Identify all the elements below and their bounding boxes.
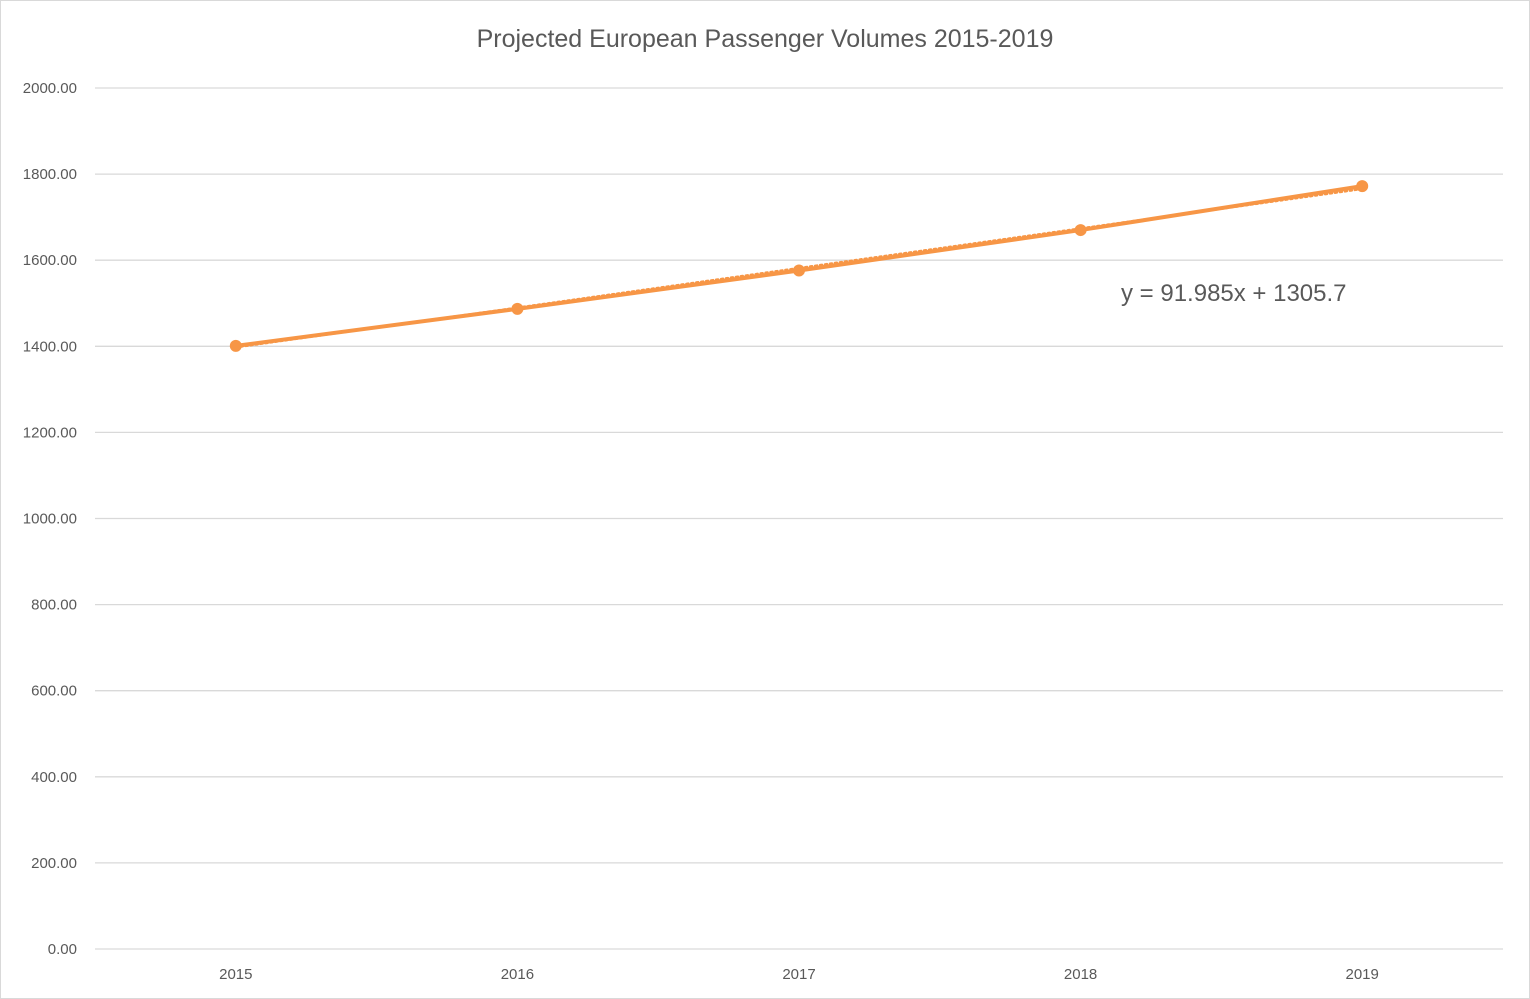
y-tick-label: 800.00 [31, 597, 77, 614]
gridlines [95, 87, 1503, 950]
x-tick-label: 2015 [219, 966, 252, 983]
x-tick-label: 2017 [782, 966, 815, 983]
trendline-equation: y = 91.985x + 1305.7 [1121, 280, 1347, 307]
data-point-marker [511, 302, 524, 315]
y-tick-label: 200.00 [31, 855, 77, 872]
y-tick-label: 1800.00 [23, 166, 77, 183]
x-tick-label: 2018 [1064, 966, 1097, 983]
y-tick-label: 2000.00 [23, 80, 77, 97]
x-tick-label: 2019 [1346, 966, 1379, 983]
y-tick-label: 0.00 [48, 941, 77, 958]
y-tick-label: 600.00 [31, 683, 77, 700]
data-point-marker [229, 339, 242, 352]
y-tick-label: 1000.00 [23, 511, 77, 528]
y-tick-label: 1200.00 [23, 424, 77, 441]
data-point-marker [1074, 224, 1087, 237]
data-point-marker [793, 264, 805, 277]
y-tick-label: 1400.00 [23, 338, 77, 355]
x-axis-ticks: 2015 2016 2017 2018 2019 [219, 966, 1379, 983]
y-tick-label: 400.00 [31, 769, 77, 786]
y-tick-label: 1600.00 [23, 252, 77, 269]
chart-title: Projected European Passenger Volumes 201… [476, 25, 1054, 53]
x-tick-label: 2016 [501, 966, 534, 983]
series-layer [229, 180, 1369, 352]
data-point-marker [1356, 180, 1369, 193]
y-axis-ticks: 0.00 200.00 400.00 600.00 800.00 1000.00 1200.… [23, 80, 77, 958]
